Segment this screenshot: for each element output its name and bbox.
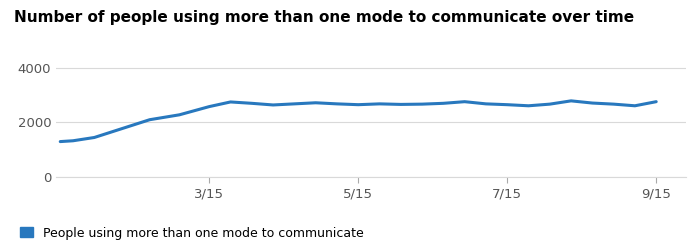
Text: Number of people using more than one mode to communicate over time: Number of people using more than one mod… [14, 10, 634, 25]
Legend: People using more than one mode to communicate: People using more than one mode to commu… [20, 227, 363, 240]
